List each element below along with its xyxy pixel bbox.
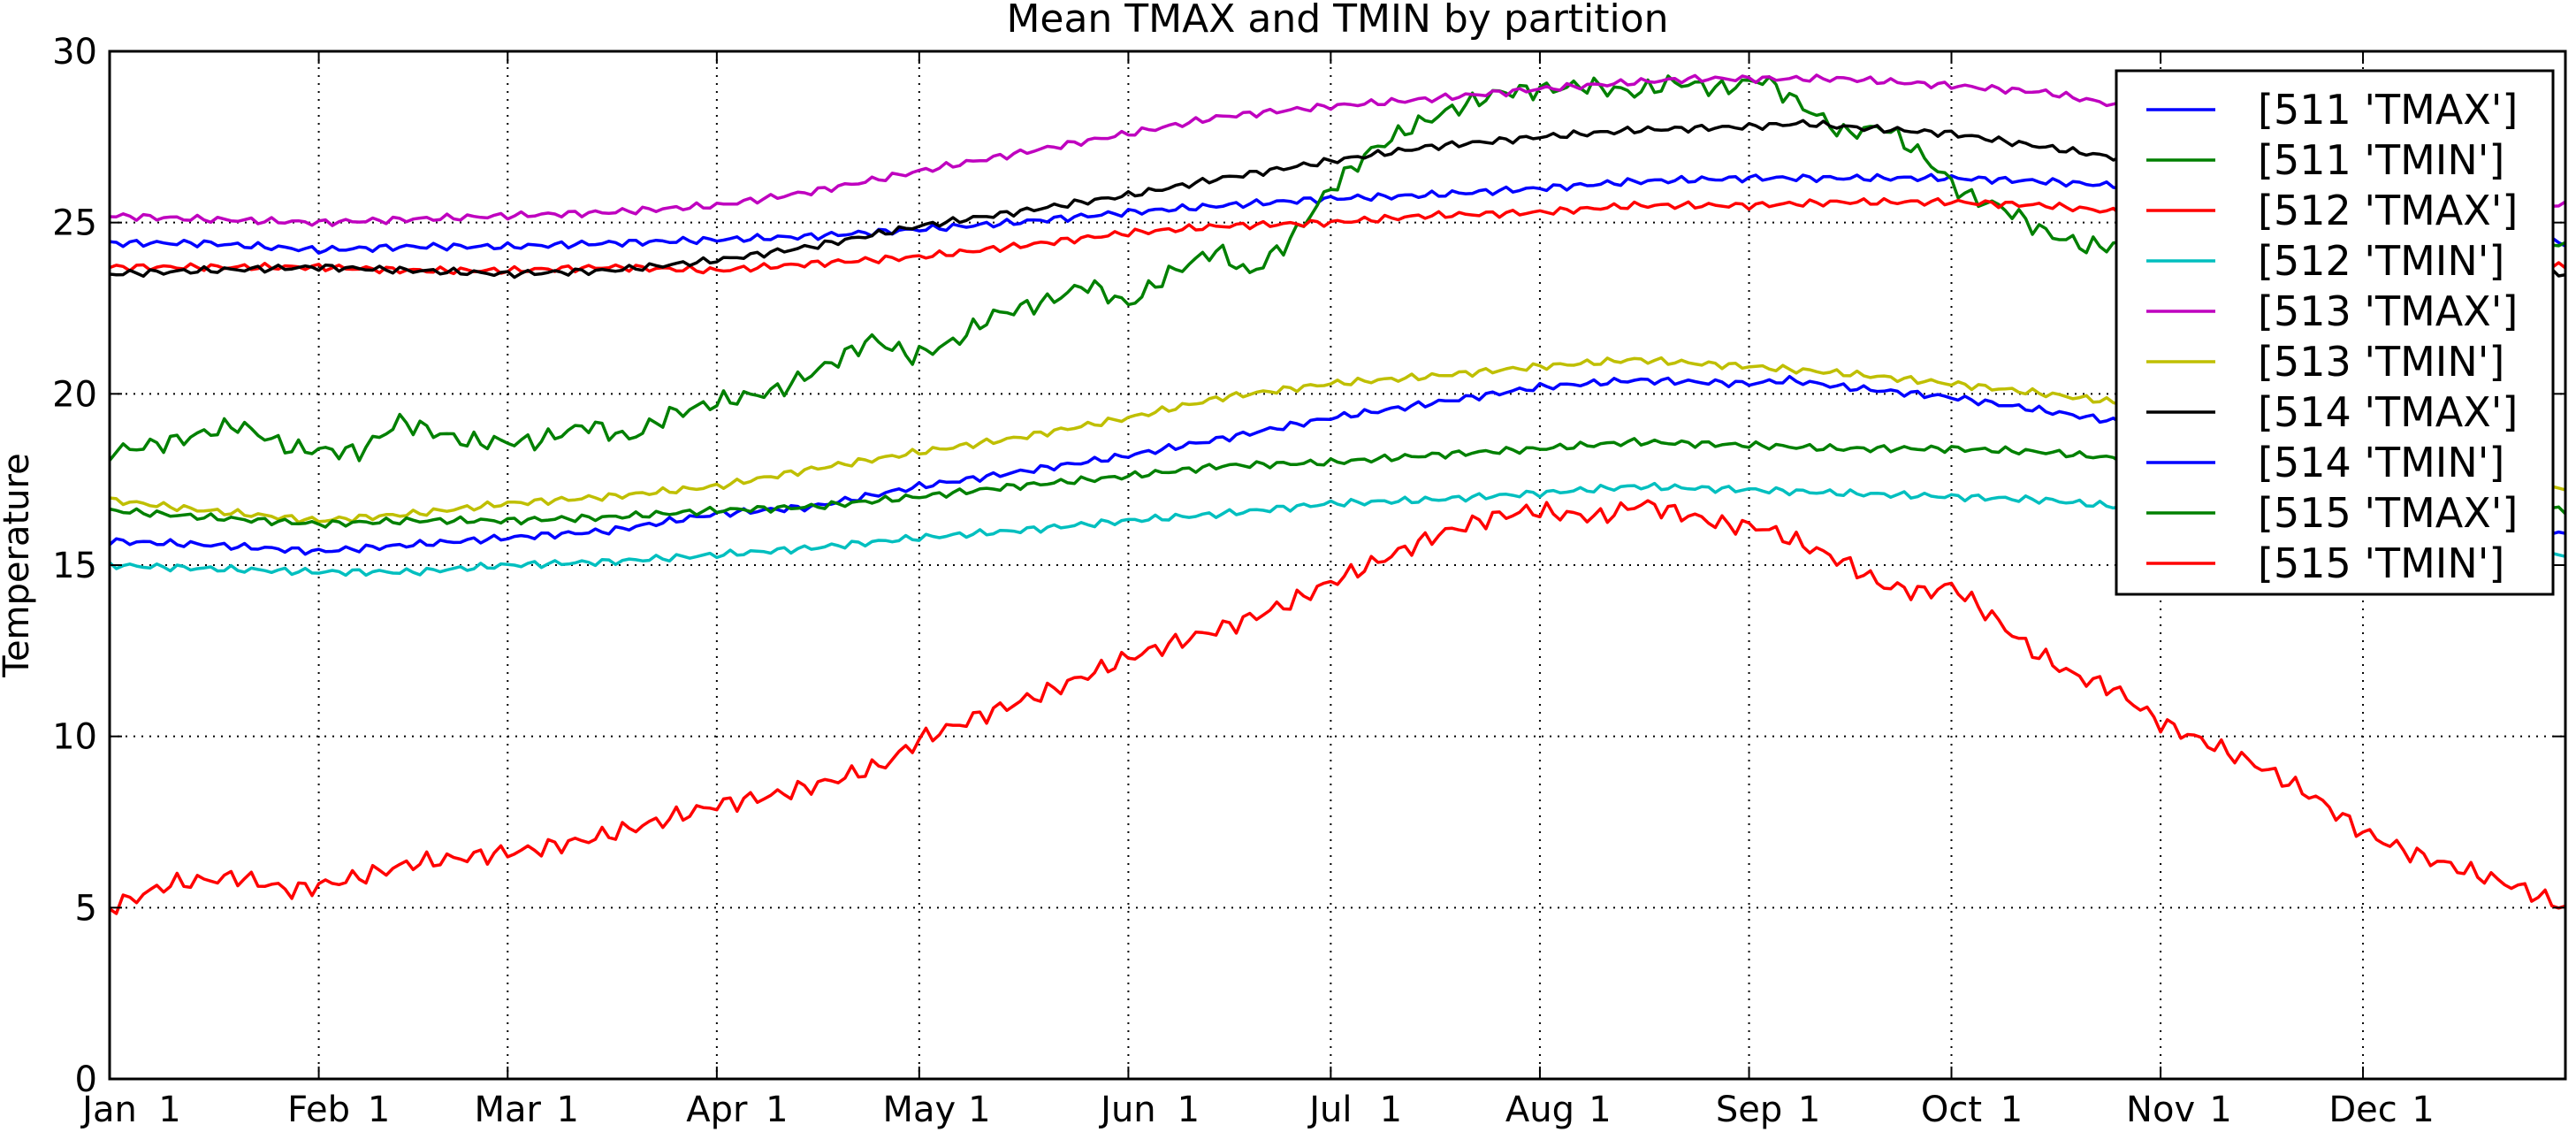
- series-line: [108, 499, 2566, 915]
- x-tick-day-label: 1: [1798, 1090, 1820, 1130]
- x-tick-day-label: 1: [2209, 1090, 2231, 1130]
- x-tick-month-label: May: [882, 1090, 956, 1130]
- x-tick-day-label: 1: [968, 1090, 990, 1130]
- x-tick-month-label: Oct: [1921, 1090, 1982, 1130]
- legend-entry-label: [511 'TMIN']: [2258, 136, 2504, 184]
- legend-entry-label: [514 'TMAX']: [2258, 388, 2518, 436]
- x-tick-day-label: 1: [1380, 1090, 1402, 1130]
- legend-entry-label: [513 'TMAX']: [2258, 287, 2518, 335]
- x-tick-month-label: Jun: [1098, 1090, 1156, 1130]
- y-axis-label: Temperature: [0, 453, 37, 677]
- y-tick-label: 0: [75, 1059, 97, 1100]
- legend-entry-label: [515 'TMAX']: [2258, 489, 2518, 537]
- legend-entry-label: [514 'TMIN']: [2258, 439, 2504, 486]
- chart-title: Mean TMAX and TMIN by partition: [1006, 0, 1668, 42]
- x-tick-day-label: 1: [766, 1090, 788, 1130]
- x-tick-month-label: Aug: [1505, 1090, 1574, 1130]
- legend-box: [2115, 69, 2555, 596]
- x-tick-day-label: 1: [2412, 1090, 2434, 1130]
- x-tick-day-label: 1: [1589, 1090, 1611, 1130]
- legend-entry-label: [513 'TMIN']: [2258, 338, 2504, 386]
- x-tick-month-label: Feb: [287, 1090, 350, 1130]
- y-tick-label: 25: [52, 203, 97, 244]
- x-tick-month-label: Jul: [1307, 1090, 1352, 1130]
- x-tick-month-label: Mar: [475, 1090, 542, 1130]
- x-tick-month-label: Jan: [80, 1090, 137, 1130]
- x-tick-day-label: 1: [158, 1090, 180, 1130]
- y-tick-label: 10: [52, 717, 97, 758]
- legend: [511 'TMAX'][511 'TMIN'][512 'TMAX'][512…: [2115, 69, 2555, 596]
- legend-entry-label: [511 'TMAX']: [2258, 86, 2518, 134]
- y-tick-label: 20: [52, 374, 97, 415]
- x-tick-day-label: 1: [368, 1090, 390, 1130]
- y-tick-label: 30: [52, 32, 97, 73]
- legend-entry-label: [512 'TMAX']: [2258, 187, 2518, 234]
- legend-entry-label: [515 'TMIN']: [2258, 539, 2504, 587]
- y-tick-label: 15: [52, 546, 97, 586]
- x-tick-day-label: 1: [557, 1090, 579, 1130]
- x-tick-month-label: Nov: [2126, 1090, 2195, 1130]
- x-tick-month-label: Dec: [2328, 1090, 2397, 1130]
- x-tick-day-label: 1: [2001, 1090, 2023, 1130]
- x-tick-month-label: Sep: [1716, 1090, 1782, 1130]
- axis-ticks: 0 5 10 15 20 25 30 Jan 1 Feb 1 Mar 1 Apr 1 May 1 Jun 1 Jul 1…: [52, 32, 2565, 1130]
- x-tick-day-label: 1: [1177, 1090, 1200, 1130]
- legend-entry-label: [512 'TMIN']: [2258, 237, 2504, 285]
- x-tick-month-label: Apr: [686, 1090, 748, 1130]
- y-tick-label: 5: [75, 888, 97, 929]
